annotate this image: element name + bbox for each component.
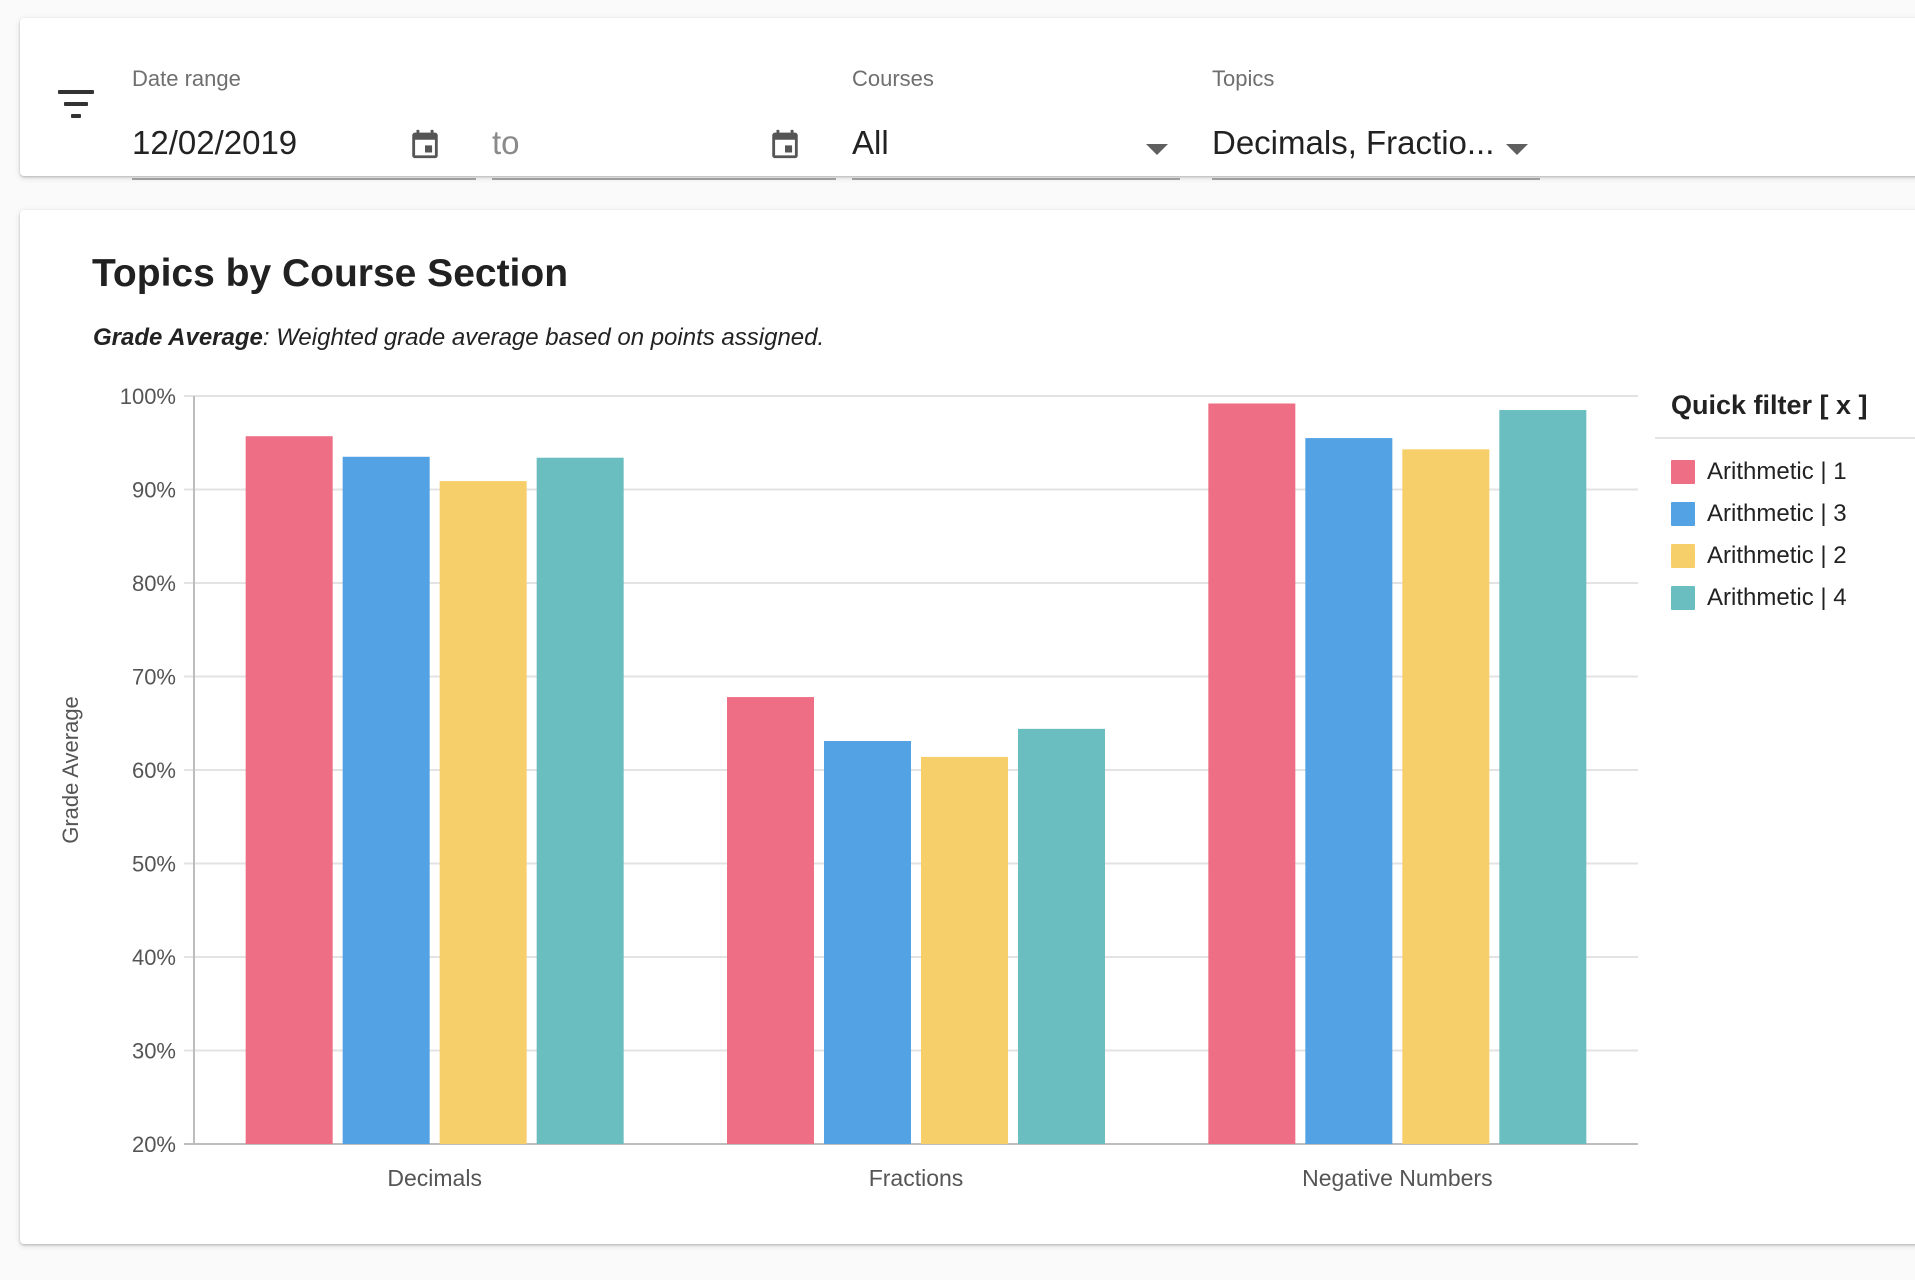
- chart-title: Topics by Course Section: [92, 252, 569, 295]
- y-tick-label: 80%: [132, 571, 176, 596]
- chevron-down-icon[interactable]: [1146, 144, 1168, 155]
- y-tick-label: 70%: [132, 665, 176, 690]
- y-tick-label: 60%: [132, 758, 176, 783]
- subtitle-term: Grade Average: [93, 324, 263, 351]
- bar: [536, 457, 624, 1144]
- y-tick-label: 20%: [132, 1132, 176, 1157]
- courses-label: Courses: [852, 66, 934, 91]
- legend: Quick filter [ x ] Arithmetic | 1 Arithme…: [1655, 380, 1915, 619]
- legend-list: Arithmetic | 1 Arithmetic | 3 Arithmetic |…: [1655, 439, 1915, 619]
- legend-swatch: [1671, 460, 1695, 484]
- y-tick-label: 40%: [132, 945, 176, 970]
- y-axis-label: Grade Average: [58, 696, 83, 844]
- legend-label: Arithmetic | 2: [1707, 542, 1847, 569]
- calendar-icon[interactable]: [408, 124, 442, 164]
- quick-filter-clear[interactable]: Quick filter [ x ]: [1655, 380, 1915, 439]
- x-tick-label: Negative Numbers: [1302, 1165, 1492, 1191]
- chart-card: Topics by Course Section Grade Average: …: [20, 210, 1915, 1244]
- y-tick-label: 90%: [132, 478, 176, 503]
- legend-item[interactable]: Arithmetic | 3: [1671, 493, 1915, 535]
- bar: [727, 697, 814, 1144]
- y-tick-label: 30%: [132, 1039, 176, 1064]
- bar: [824, 741, 911, 1144]
- x-tick-label: Decimals: [387, 1165, 482, 1191]
- end-date-underline: [492, 178, 836, 180]
- subtitle-text: : Weighted grade average based on points…: [262, 324, 825, 351]
- start-date-field[interactable]: Date range 12/02/2019: [132, 52, 476, 180]
- legend-item[interactable]: Arithmetic | 4: [1671, 577, 1915, 619]
- topics-select[interactable]: Topics Decimals, Fractio...: [1212, 52, 1540, 180]
- chevron-down-icon[interactable]: [1506, 144, 1528, 155]
- topics-label: Topics: [1212, 66, 1275, 91]
- chart-subtitle: Grade Average: Weighted grade average ba…: [93, 324, 824, 352]
- legend-label: Arithmetic | 3: [1707, 500, 1847, 527]
- bar: [1499, 410, 1587, 1144]
- courses-select[interactable]: Courses All: [852, 52, 1180, 180]
- bar: [1402, 449, 1490, 1144]
- courses-value[interactable]: All: [852, 124, 889, 161]
- legend-swatch: [1671, 586, 1695, 610]
- start-date-value[interactable]: 12/02/2019: [132, 124, 298, 161]
- date-range-label: Date range: [132, 66, 241, 91]
- courses-underline: [852, 178, 1180, 180]
- topics-value[interactable]: Decimals, Fractio...: [1212, 124, 1495, 161]
- legend-swatch: [1671, 544, 1695, 568]
- legend-label: Arithmetic | 4: [1707, 584, 1847, 611]
- end-date-field[interactable]: to: [492, 52, 836, 180]
- end-date-placeholder[interactable]: to: [492, 124, 520, 161]
- x-tick-label: Fractions: [869, 1165, 964, 1191]
- legend-item[interactable]: Arithmetic | 2: [1671, 535, 1915, 577]
- bar: [1208, 403, 1296, 1144]
- filter-bar: Date range 12/02/2019 to Courses All Top…: [20, 18, 1915, 180]
- topics-underline: [1212, 178, 1540, 180]
- bar: [342, 456, 430, 1144]
- bar: [1305, 438, 1393, 1144]
- y-tick-label: 100%: [120, 384, 176, 409]
- legend-label: Arithmetic | 1: [1707, 458, 1847, 485]
- legend-swatch: [1671, 502, 1695, 526]
- bar: [245, 436, 333, 1144]
- bar: [1018, 728, 1105, 1144]
- start-date-underline: [132, 178, 476, 180]
- y-tick-label: 50%: [132, 852, 176, 877]
- bar: [439, 481, 527, 1145]
- filter-icon[interactable]: [56, 88, 96, 124]
- legend-item[interactable]: Arithmetic | 1: [1671, 451, 1915, 493]
- bar-chart: 20% 30% 40% 50% 60% 70% 80% 90% 100% Grade Averag…: [58, 384, 1638, 1191]
- bar: [921, 756, 1008, 1144]
- calendar-icon[interactable]: [768, 124, 802, 164]
